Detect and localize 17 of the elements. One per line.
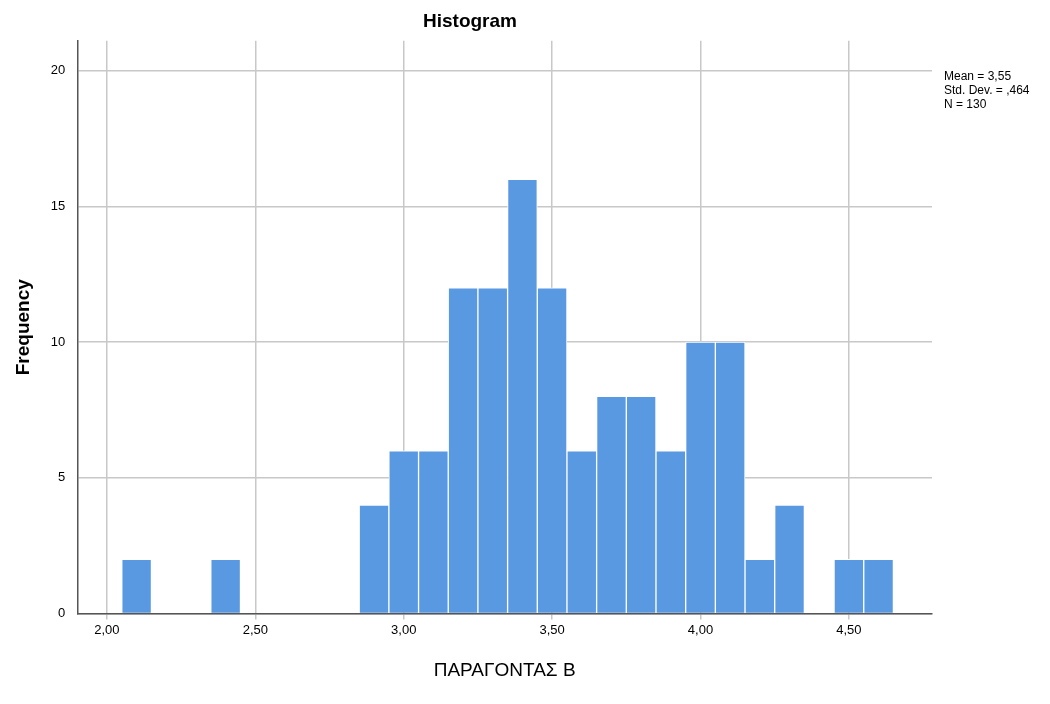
y-tick-label: 20: [50, 62, 66, 78]
x-tick-label: 4,50: [836, 621, 862, 637]
y-tick-label: 10: [50, 333, 66, 349]
text: Std. Dev. = ,464: [944, 83, 1030, 98]
y-tick-label: 15: [50, 197, 66, 213]
x-tick-label: 3,50: [539, 621, 565, 637]
chart-title: Histogram: [423, 9, 517, 31]
x-tick-label: 3,00: [391, 621, 417, 637]
text: N = 130: [944, 97, 987, 112]
x-tick-label: 4,00: [687, 621, 714, 637]
x-axis-title: ΠΑΡΑΓΟΝΤΑΣ Β: [433, 658, 576, 680]
y-tick-label: 0: [58, 605, 66, 621]
x-tick-label: 2,00: [94, 621, 120, 637]
y-axis-title: Frequency: [11, 278, 33, 376]
text: Mean = 3,55: [944, 69, 1012, 84]
x-tick-label: 2,50: [242, 621, 268, 637]
y-tick-label: 5: [58, 469, 66, 485]
